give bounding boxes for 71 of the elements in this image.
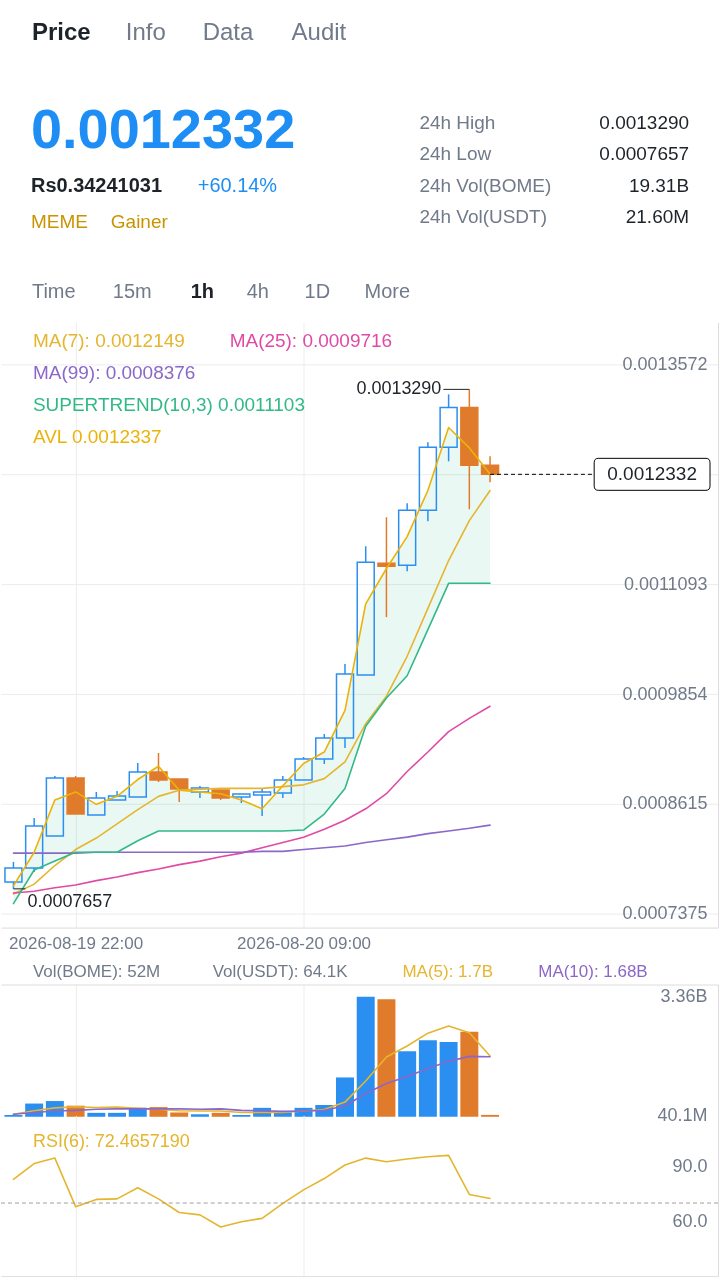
text: 0.0013290 — [599, 111, 690, 133]
candlestick — [273, 775, 293, 799]
text: 24h Vol(USDT) — [419, 205, 547, 227]
text: Info — [125, 17, 166, 45]
y-tick-label: 90.0 — [672, 1155, 708, 1176]
y-tick-label: 0.0009854 — [622, 683, 708, 704]
text: SUPERTREND(10,3) 0.0011103 — [32, 394, 305, 416]
bar — [356, 996, 375, 1117]
annotation: 0.0007657 — [27, 890, 113, 911]
line-series — [12, 705, 491, 894]
y-tick-label: 60.0 — [672, 1210, 708, 1231]
text: MEME — [30, 210, 88, 232]
bar — [170, 1112, 189, 1117]
candlestick — [397, 502, 417, 572]
text: MA(99): 0.0008376 — [32, 362, 196, 384]
bar — [398, 1051, 417, 1117]
candlestick — [335, 663, 355, 749]
text: Audit — [291, 17, 347, 45]
bar — [377, 999, 396, 1117]
x-tick-label: 2026-08-19 22:00 — [9, 934, 144, 954]
y-tick-label: 0.0011093 — [623, 573, 708, 594]
text: MA(25): 0.0009716 — [229, 330, 393, 352]
y-tick-label: 0.0008615 — [622, 793, 708, 814]
text: 0.0007657 — [599, 142, 690, 164]
line-series — [12, 582, 491, 905]
text: 24h Vol(BOME) — [419, 174, 552, 196]
y-tick-label: 3.36B — [660, 986, 708, 1007]
text: 21.60M — [625, 205, 690, 227]
bar — [418, 1040, 437, 1117]
y-tick-label: 0.0007375 — [622, 903, 708, 924]
text: MA(10): 1.68B — [538, 961, 648, 981]
ref-line-label: 0.0012332 — [607, 463, 697, 485]
text: Price — [31, 17, 91, 45]
text: AVL 0.0012337 — [32, 426, 162, 448]
text: Time — [31, 280, 76, 303]
text: 24h Low — [419, 142, 492, 164]
text: Vol(BOME): 52M — [32, 961, 161, 981]
candlestick — [107, 790, 127, 801]
text: More — [364, 280, 410, 303]
text: 24h High — [419, 111, 496, 133]
candlestick — [418, 441, 438, 522]
text: 15m — [112, 280, 152, 303]
text: 4h — [246, 280, 269, 303]
x-tick-label: 2026-08-20 09:00 — [237, 934, 372, 954]
y-tick-label: 40.1M — [657, 1104, 708, 1125]
line-series — [12, 489, 491, 895]
bar — [460, 1031, 479, 1117]
text: MA(7): 0.0012149 — [32, 330, 185, 352]
series-label: RSI(6): 72.4657190 — [32, 1131, 190, 1152]
bar — [190, 1114, 209, 1117]
line-series — [12, 1154, 491, 1228]
y-tick-label: 0.0013572 — [622, 353, 708, 374]
text: Data — [202, 17, 254, 45]
text: Gainer — [110, 210, 168, 232]
annotation: 0.0013290 — [356, 378, 442, 399]
bar — [439, 1042, 458, 1117]
bar — [108, 1112, 127, 1117]
line-series — [12, 1055, 491, 1116]
bar — [87, 1112, 106, 1117]
text: MA(5): 1.7B — [402, 961, 493, 981]
text: 1h — [190, 280, 215, 303]
candlestick — [128, 762, 148, 798]
text: 1D — [304, 280, 331, 303]
text: 0.0012332 — [30, 96, 296, 160]
text: Vol(USDT): 64.1K — [212, 961, 349, 981]
bar — [211, 1112, 230, 1117]
line-series — [12, 824, 491, 854]
text: +60.14% — [197, 173, 278, 196]
text: Rs0.34241031 — [30, 173, 162, 196]
text: 19.31B — [628, 174, 690, 196]
candlestick — [377, 516, 396, 618]
